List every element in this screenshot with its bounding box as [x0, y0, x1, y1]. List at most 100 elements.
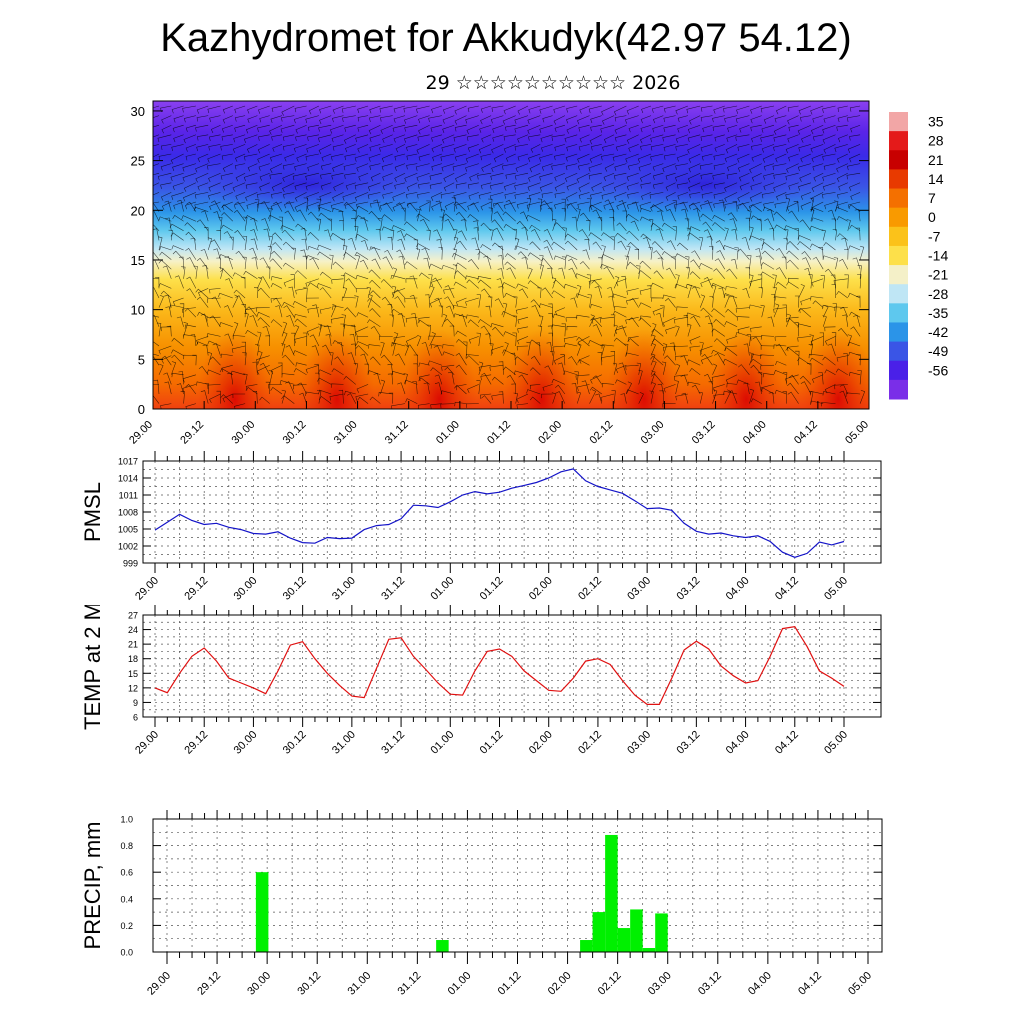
wind-barb — [257, 153, 270, 164]
wind-barb — [219, 267, 224, 279]
wind-barb — [467, 182, 479, 189]
wind-barb — [380, 341, 385, 356]
wind-barb — [502, 366, 516, 376]
y-tick-label: 0.0 — [120, 948, 133, 958]
wind-barb — [786, 313, 791, 327]
wind-barb — [652, 124, 664, 133]
wind-barb — [799, 172, 812, 182]
wind-barb — [431, 105, 442, 114]
wind-barb — [847, 334, 852, 347]
colorbar-swatch — [889, 284, 908, 304]
wind-barb — [381, 296, 393, 308]
wind-barb — [285, 345, 295, 356]
wind-barb — [504, 192, 516, 199]
wind-barb — [785, 346, 799, 356]
wind-barb — [774, 201, 787, 209]
wind-barb — [358, 172, 369, 181]
page-title: Kazhydromet for Akkudyk(42.97 54.12) — [160, 16, 852, 60]
wind-barb — [713, 163, 725, 170]
wind-barb — [822, 315, 827, 327]
wind-barb — [153, 355, 160, 366]
wind-barb — [487, 296, 493, 308]
precip-bar — [255, 872, 269, 952]
wind-barb — [761, 250, 775, 260]
wind-barb — [153, 379, 160, 395]
wind-barb — [404, 379, 418, 385]
wind-barb — [269, 163, 283, 174]
wind-barb — [466, 124, 479, 135]
wind-barb — [767, 209, 775, 222]
wind-barb — [185, 153, 196, 161]
wind-barb — [774, 115, 787, 123]
wind-barb — [171, 372, 184, 378]
wind-barb — [787, 345, 799, 352]
wind-barb — [592, 241, 603, 251]
wind-barb — [185, 124, 196, 132]
wind-barb — [739, 172, 750, 182]
wind-barb — [553, 222, 566, 231]
wind-barb — [387, 303, 393, 318]
precip-bar — [655, 913, 668, 952]
wind-barb — [480, 115, 492, 125]
wind-barb — [254, 199, 260, 212]
wind-barb — [528, 153, 541, 163]
wind-barb — [174, 275, 184, 289]
wind-barb — [751, 172, 762, 182]
wind-barb — [231, 345, 246, 353]
wind-barb — [342, 115, 356, 123]
wind-barb — [282, 301, 295, 308]
wind-barb — [196, 341, 209, 347]
wind-barb — [160, 326, 172, 332]
wind-barb — [429, 263, 443, 270]
wind-barb — [782, 304, 787, 318]
wind-barb — [626, 245, 631, 260]
wind-barb — [713, 105, 725, 114]
wind-barb — [711, 283, 725, 289]
wind-barb — [610, 236, 615, 251]
wind-barb — [662, 316, 676, 327]
wind-barb — [822, 153, 836, 161]
wind-barb — [347, 352, 357, 366]
wind-barb — [517, 134, 529, 143]
wind-barb — [850, 192, 861, 201]
wind-barb — [207, 105, 221, 114]
wind-barb — [263, 228, 270, 241]
wind-barb — [432, 277, 443, 289]
wind-barb — [838, 182, 848, 191]
wind-barb — [675, 393, 688, 401]
wind-barb — [369, 396, 381, 404]
wind-barb — [331, 278, 344, 284]
wind-barb — [825, 268, 836, 279]
wind-barb — [713, 192, 725, 199]
warm-core — [401, 329, 478, 409]
wind-barb — [222, 163, 233, 173]
wind-barb — [849, 153, 861, 163]
wind-barb — [497, 268, 504, 279]
wind-barb — [529, 163, 541, 173]
wind-barb — [404, 115, 418, 124]
wind-barb — [319, 271, 332, 280]
wind-barb — [568, 267, 578, 279]
wind-barb — [153, 277, 160, 280]
wind-barb — [711, 308, 725, 318]
wind-barb — [170, 153, 184, 164]
wind-barb — [356, 201, 369, 209]
wind-barb — [592, 209, 603, 222]
wind-barb — [547, 267, 553, 279]
wind-barb — [701, 153, 713, 161]
wind-barb — [739, 202, 750, 212]
wind-barb — [197, 153, 209, 163]
x-tick-label: 04.12 — [792, 419, 820, 447]
wind-barb — [600, 124, 615, 133]
warm-core — [503, 329, 580, 409]
wind-barb — [679, 201, 689, 212]
wind-barb — [650, 282, 664, 289]
wind-barb — [221, 204, 233, 212]
wind-barb — [575, 374, 590, 380]
wind-barb — [369, 134, 381, 142]
x-tick-label: 30.00 — [245, 970, 273, 998]
wind-barb — [639, 201, 652, 210]
wind-barb — [614, 163, 627, 171]
wind-barb — [663, 343, 668, 356]
wind-barb — [455, 182, 467, 189]
